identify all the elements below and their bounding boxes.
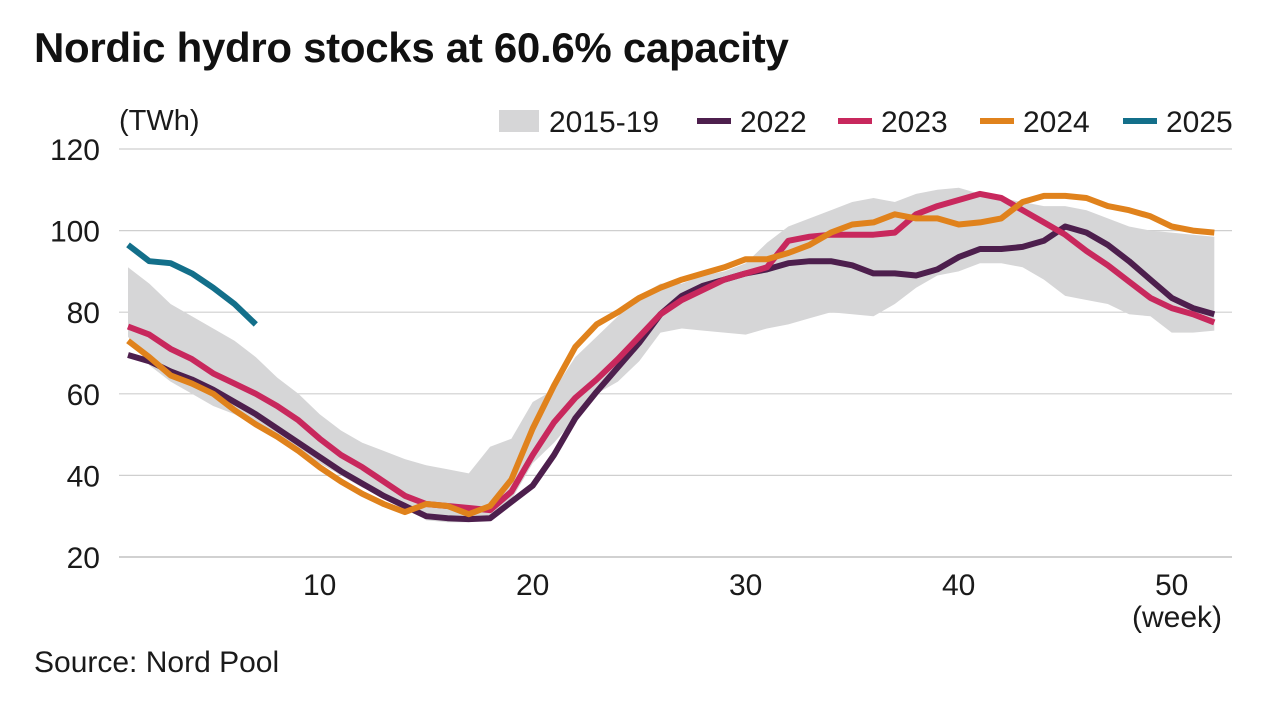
source-note: Source: Nord Pool	[34, 646, 280, 679]
y-tick-label-60: 60	[67, 379, 100, 412]
legend: 2015-19 2022 2023 2024 2025	[499, 106, 1233, 139]
legend-label-2022: 2022	[740, 106, 807, 139]
legend-label-2025: 2025	[1166, 106, 1233, 139]
x-tick-label-10: 10	[303, 569, 336, 602]
y-tick-label-100: 100	[50, 216, 100, 249]
series-line-2024	[126, 192, 1215, 518]
y-axis-unit-label: (TWh)	[119, 105, 200, 137]
legend-swatch-2015-19	[499, 110, 539, 132]
x-tick-label-30: 30	[729, 569, 762, 602]
x-axis-unit-label: (week)	[1132, 601, 1222, 634]
series-lines	[126, 190, 1216, 523]
gridlines	[119, 148, 1232, 558]
y-tick-label-40: 40	[67, 460, 100, 493]
x-tick-label-20: 20	[516, 569, 549, 602]
band-2015-19	[128, 187, 1215, 523]
y-tick-label-80: 80	[67, 297, 100, 330]
x-tick-label-50: 50	[1155, 569, 1188, 602]
x-axis-ticks: 10 20 30 40 50	[303, 569, 1188, 602]
x-tick-label-40: 40	[942, 569, 975, 602]
chart-title: Nordic hydro stocks at 60.6% capacity	[34, 24, 789, 71]
band-area-2015-19	[128, 187, 1215, 523]
series-line-2023	[126, 190, 1216, 514]
series-line-2025	[126, 242, 258, 327]
legend-label-2024: 2024	[1023, 106, 1090, 139]
legend-label-2023: 2023	[881, 106, 948, 139]
y-axis-ticks: 20 40 60 80 100 120	[50, 134, 100, 575]
y-tick-label-120: 120	[50, 134, 100, 167]
legend-label-2015-19: 2015-19	[549, 106, 659, 139]
y-tick-label-20: 20	[67, 542, 100, 575]
